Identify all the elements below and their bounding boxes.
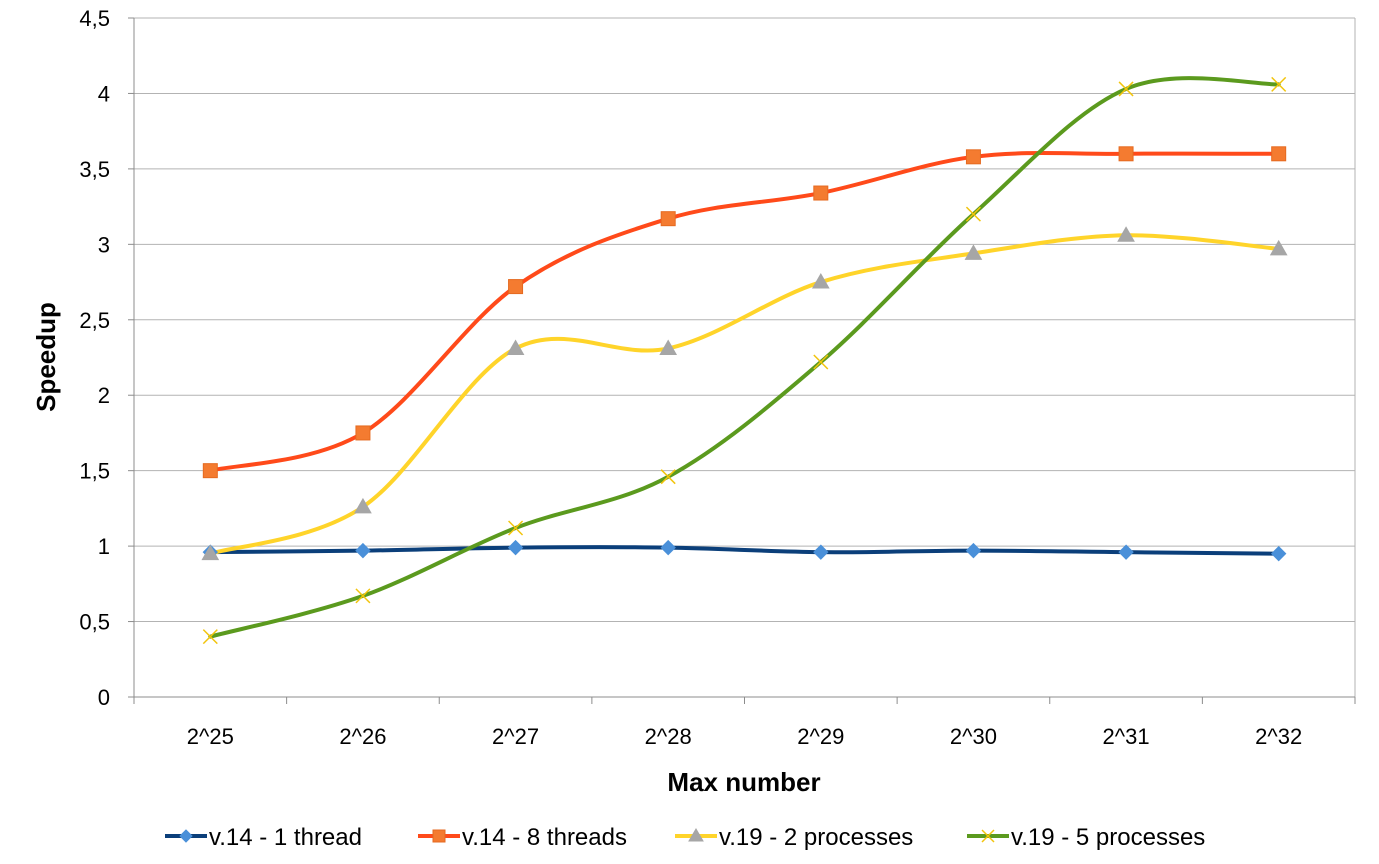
series-4-point [660, 469, 676, 485]
series-1-point [813, 544, 829, 560]
series-4-point [355, 588, 371, 604]
x-tick-label: 2^30 [950, 724, 997, 749]
legend-entry-3: v.19 - 2 processes [675, 824, 913, 851]
x-tick-labels: 2^25 2^26 2^27 2^28 2^29 2^30 2^31 2^32 [187, 724, 1302, 749]
series-4-point [1118, 81, 1134, 97]
series-3-point [201, 544, 220, 561]
y-tick-label: 2 [98, 383, 110, 408]
legend-swatch-marker [981, 829, 995, 843]
series-line-3 [208, 233, 1281, 556]
series-2-point [660, 211, 676, 227]
series-layer [201, 76, 1288, 645]
x-tick-label: 2^26 [339, 724, 386, 749]
series-line-2 [208, 151, 1281, 473]
y-tick-label: 3,5 [79, 157, 110, 182]
y-tick-label: 3 [98, 232, 110, 257]
legend: v.14 - 1 thread v.14 - 8 threads v.19 - 2 … [165, 824, 1205, 851]
legend-label: v.14 - 8 threads [462, 824, 627, 851]
series-3-point [811, 273, 830, 289]
y-axis-title: Speedup [31, 302, 61, 412]
x-tick-label: 2^28 [645, 724, 692, 749]
gridlines [134, 17, 1355, 623]
legend-entry-1: v.14 - 1 thread [165, 824, 362, 851]
series-4-point [202, 629, 218, 645]
x-tick-label: 2^32 [1255, 724, 1302, 749]
y-tick-label: 1 [98, 534, 110, 559]
series-line-1 [208, 545, 1281, 556]
series-4-point [965, 206, 981, 222]
series-4-point [813, 354, 829, 370]
series-2-point [1118, 146, 1134, 162]
y-tick-label: 0,5 [79, 610, 110, 635]
y-tick-label: 4,5 [79, 6, 110, 31]
series-2-point [813, 185, 829, 201]
x-axis-title: Max number [667, 767, 820, 797]
series-1-point [1270, 545, 1287, 562]
legend-swatch-marker [179, 829, 193, 843]
series-2-point [202, 463, 218, 479]
series-1-point [507, 539, 524, 556]
x-tick-label: 2^31 [1103, 724, 1150, 749]
series-2-point [508, 279, 524, 295]
y-tick-label: 4 [98, 81, 110, 106]
series-4-point [508, 520, 524, 536]
series-3-point [1117, 226, 1135, 242]
legend-swatch-marker [688, 828, 704, 842]
series-2-point [355, 425, 371, 441]
x-tick-label: 2^29 [797, 724, 844, 749]
series-2-point [965, 149, 981, 165]
series-1-point [1118, 544, 1134, 560]
legend-entry-4: v.19 - 5 processes [967, 824, 1205, 851]
axes [128, 17, 1356, 704]
series-line-4 [208, 76, 1281, 639]
x-tick-label: 2^27 [492, 724, 539, 749]
series-3-point [964, 244, 983, 260]
x-tick-label: 2^25 [187, 724, 234, 749]
y-tick-label: 0 [98, 685, 110, 710]
series-3-point [354, 497, 372, 514]
series-1-point [965, 542, 982, 559]
legend-entry-2: v.14 - 8 threads [418, 824, 627, 851]
series-1-point [660, 539, 676, 556]
y-tick-label: 1,5 [79, 459, 110, 484]
legend-label: v.19 - 2 processes [719, 824, 913, 851]
y-tick-label: 2,5 [79, 308, 110, 333]
legend-label: v.19 - 5 processes [1011, 824, 1205, 851]
series-4-point [1271, 76, 1287, 92]
series-3-point [1269, 239, 1288, 256]
series-1-point [355, 542, 371, 559]
legend-swatch-marker [432, 829, 446, 843]
series-3-point [506, 339, 525, 355]
y-tick-labels: 0 0,5 1 1,5 2 2,5 3 3,5 4 4,5 [79, 6, 110, 710]
series-3-point [659, 339, 678, 355]
legend-label: v.14 - 1 thread [209, 824, 362, 851]
series-2-point [1271, 146, 1287, 162]
